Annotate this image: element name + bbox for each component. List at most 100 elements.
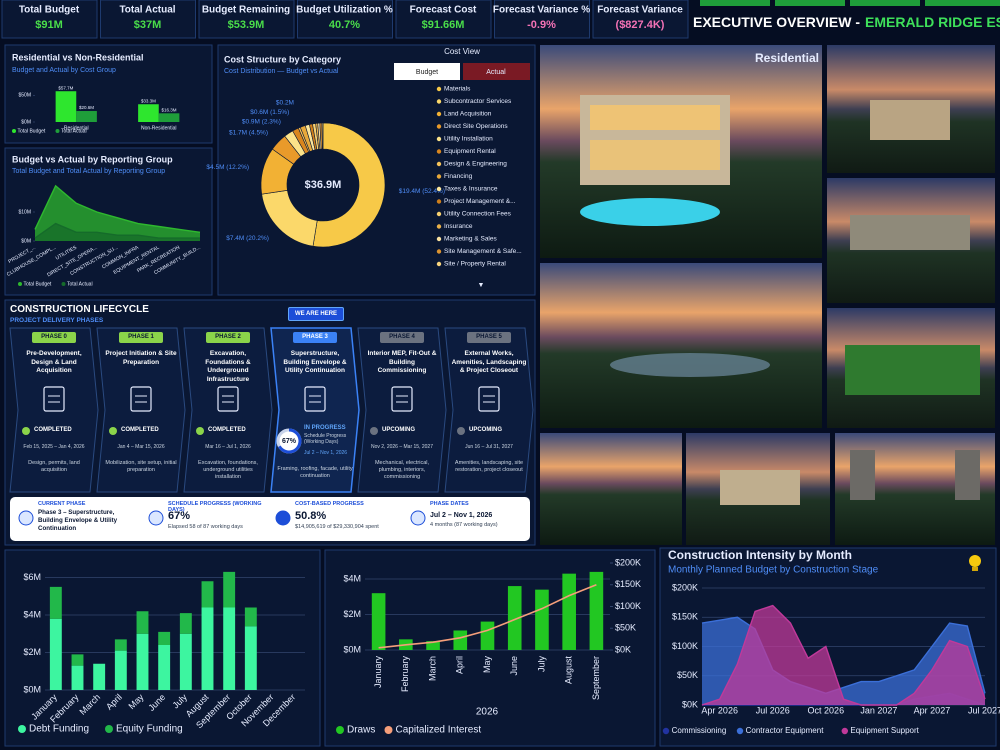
kpi-value: -0.9% xyxy=(527,19,556,31)
photo-detail xyxy=(845,345,980,395)
x-tick-label: February xyxy=(400,656,410,693)
data-label: $0.9M (2.3%) xyxy=(242,118,281,125)
kpi-label: Total Actual xyxy=(119,5,175,16)
tab[interactable] xyxy=(925,0,1000,6)
kpi-value: 40.7% xyxy=(329,19,360,31)
summary-value: 50.8% xyxy=(295,510,327,522)
phase-name: External Works, Amenities, Landscaping &… xyxy=(451,350,527,374)
x-tick-label: Oct 2026 xyxy=(808,705,845,715)
phase-status: UPCOMING xyxy=(469,427,502,433)
y2-tick-label: $200K xyxy=(615,557,641,567)
kpi-value: $91M xyxy=(35,19,63,31)
y-tick-label: $4M xyxy=(343,573,361,583)
phase-icon xyxy=(130,386,152,412)
legend-swatch xyxy=(18,282,22,286)
bar xyxy=(244,626,257,690)
kpi-card xyxy=(494,0,590,39)
x-tick-label: Jul 2027 xyxy=(968,705,1000,715)
legend-label: Draws xyxy=(347,725,375,736)
phase-description: Design, permits, land acquisition xyxy=(28,460,80,473)
photo-detail xyxy=(720,470,800,505)
y-tick-label: $10M xyxy=(18,209,31,215)
phase-dates: Jun 16 – Jul 31, 2027 xyxy=(465,444,513,450)
toggle-button[interactable] xyxy=(463,63,530,80)
bar xyxy=(136,633,149,690)
photo-detail xyxy=(580,198,720,226)
cost-view-title: Cost View xyxy=(444,47,480,56)
legend-label: Contractor Equipment xyxy=(746,726,825,735)
kpi-label: Forecast Variance % xyxy=(493,5,590,16)
phase-name: Excavation, Foundations & Underground In… xyxy=(205,350,251,383)
phase-icon xyxy=(391,386,413,412)
title-highlight: EMERALD RIDGE ESTATES xyxy=(865,14,1000,30)
kpi-label: Total Budget xyxy=(19,5,80,16)
bar xyxy=(535,589,549,650)
chart-subtitle: Cost Distribution — Budget vs Actual xyxy=(224,68,339,75)
x-tick-label: August xyxy=(564,656,574,685)
panel xyxy=(4,44,213,144)
toggle-label[interactable]: Actual xyxy=(486,69,506,76)
photo xyxy=(540,263,822,428)
phase-description: Mechanical, electrical, plumbing, interi… xyxy=(374,460,430,480)
phase-dates: Jul 2 – Nov 1, 2026 xyxy=(304,450,348,456)
phase-status: COMPLETED xyxy=(121,427,159,433)
summary-note: $14,905,619 of $29,330,904 spent xyxy=(295,524,379,530)
chart-title: Budget vs Actual by Reporting Group xyxy=(12,154,173,164)
bar xyxy=(158,113,180,122)
photo-detail xyxy=(850,450,875,500)
data-label: $57.7M xyxy=(58,85,73,90)
legend-swatch xyxy=(436,124,442,129)
kpi-value: ($827.4K) xyxy=(616,19,665,31)
gallery-label: Residential xyxy=(755,51,819,65)
bar xyxy=(371,593,386,650)
data-label: $16.3M xyxy=(162,107,177,112)
toggle-button[interactable] xyxy=(394,63,460,80)
legend-label: Taxes & Insurance xyxy=(444,186,498,193)
tab[interactable] xyxy=(850,0,920,6)
x-axis-label: 2026 xyxy=(476,707,499,718)
progress-arc xyxy=(278,428,302,454)
phase-card xyxy=(357,327,447,493)
line xyxy=(378,584,597,649)
bar xyxy=(158,645,171,690)
pie-slice xyxy=(321,122,324,150)
toggle-label[interactable]: Budget xyxy=(416,69,438,76)
section-title: CONSTRUCTION LIFECYCLE xyxy=(10,304,149,315)
page-title: EXECUTIVE OVERVIEW - EMERALD RIDGE ESTATE… xyxy=(693,14,1000,30)
phase-icon xyxy=(43,386,65,412)
summary-bar xyxy=(10,497,530,541)
legend-swatch xyxy=(841,727,848,735)
chart-subtitle: Total Budget and Total Actual by Reporti… xyxy=(12,168,165,175)
bar xyxy=(136,611,149,634)
data-label: $4.5M (12.2%) xyxy=(206,164,249,171)
tab[interactable] xyxy=(700,0,770,6)
bar xyxy=(244,607,257,627)
phase-description: Mobilization, site setup, initial prepar… xyxy=(105,460,177,473)
phase-name: Interior MEP, Fit-Out & Building Commiss… xyxy=(367,350,437,374)
legend-label: Marketing & Sales xyxy=(444,236,497,243)
x-tick-label: April xyxy=(455,656,465,674)
status-icon xyxy=(109,427,117,435)
y2-tick-label: $0K xyxy=(615,644,631,654)
legend-swatch xyxy=(436,111,442,117)
icon xyxy=(969,555,981,567)
tab[interactable] xyxy=(775,0,845,6)
legend-label: Debt Funding xyxy=(29,724,89,735)
scroll-arrow[interactable]: ▼ xyxy=(478,282,485,289)
bar xyxy=(114,650,127,690)
area-line xyxy=(34,184,201,233)
bar xyxy=(179,633,192,690)
photo-detail xyxy=(590,140,720,170)
legend-swatch xyxy=(61,282,66,286)
phase-badge: PHASE 5 xyxy=(467,332,511,343)
kpi-card xyxy=(395,0,492,39)
kpi-card xyxy=(198,0,295,39)
here-marker: WE ARE HERE xyxy=(288,307,344,321)
progress-label: 67% xyxy=(282,438,297,445)
photo-detail xyxy=(955,450,980,500)
kpi-card xyxy=(297,0,393,39)
bar xyxy=(49,618,62,690)
legend-label: Site / Property Rental xyxy=(444,261,506,268)
phase-dates: Feb 15, 2025 – Jan 4, 2026 xyxy=(23,444,85,450)
legend-label: Subcontractor Services xyxy=(444,98,512,105)
